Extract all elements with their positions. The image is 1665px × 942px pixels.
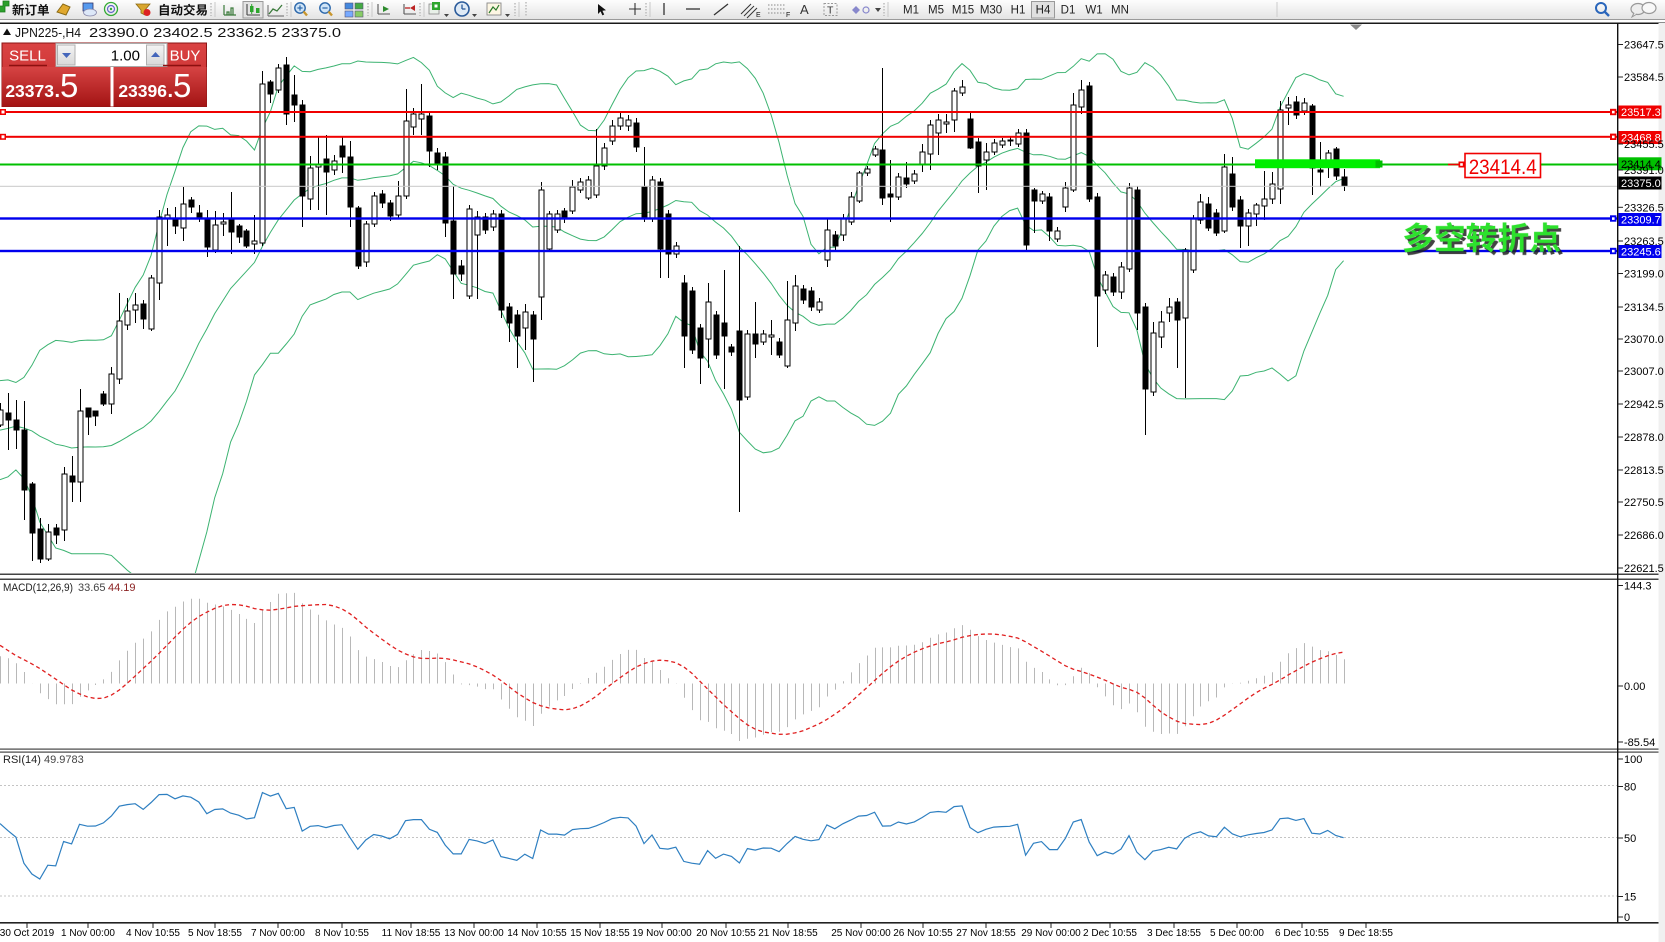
svg-text:M15: M15 <box>952 5 974 17</box>
svg-text:-85.54: -85.54 <box>1624 737 1655 749</box>
svg-text:3 Dec 18:55: 3 Dec 18:55 <box>1147 928 1201 939</box>
svg-text:JPN225-,H4: JPN225-,H4 <box>15 26 81 40</box>
svg-text:M30: M30 <box>980 5 1002 17</box>
svg-text:144.3: 144.3 <box>1624 581 1652 593</box>
svg-text:22878.0: 22878.0 <box>1624 432 1664 444</box>
svg-text:13 Nov 00:00: 13 Nov 00:00 <box>444 928 504 939</box>
svg-text:9 Dec 18:55: 9 Dec 18:55 <box>1339 928 1393 939</box>
svg-text:15 Nov 18:55: 15 Nov 18:55 <box>570 928 630 939</box>
svg-text:H4: H4 <box>1036 5 1051 17</box>
svg-text:21 Nov 18:55: 21 Nov 18:55 <box>758 928 818 939</box>
svg-text:23245.6: 23245.6 <box>1621 247 1661 259</box>
svg-text:4 Nov 10:55: 4 Nov 10:55 <box>126 928 180 939</box>
svg-text:22942.5: 22942.5 <box>1624 399 1664 411</box>
svg-text:30 Oct 2019: 30 Oct 2019 <box>0 928 55 939</box>
svg-text:23134.5: 23134.5 <box>1624 302 1664 314</box>
svg-text:7 Nov 00:00: 7 Nov 00:00 <box>251 928 305 939</box>
svg-text:MACD(12,26,9): MACD(12,26,9) <box>3 582 73 594</box>
svg-text:W1: W1 <box>1085 5 1102 17</box>
svg-text:M5: M5 <box>928 5 944 17</box>
svg-text:23309.7: 23309.7 <box>1621 215 1661 227</box>
svg-text:5: 5 <box>60 67 78 104</box>
svg-text:A: A <box>800 2 809 17</box>
svg-text:23199.0: 23199.0 <box>1624 269 1664 281</box>
svg-text:80: 80 <box>1624 782 1636 794</box>
svg-text:23414.4: 23414.4 <box>1469 155 1537 179</box>
svg-text:0: 0 <box>1624 912 1630 924</box>
svg-text:5 Dec 00:00: 5 Dec 00:00 <box>1210 928 1264 939</box>
svg-text:44.19: 44.19 <box>108 582 136 594</box>
svg-text:22813.5: 22813.5 <box>1624 465 1664 477</box>
svg-text:26 Nov 10:55: 26 Nov 10:55 <box>893 928 953 939</box>
svg-text:14 Nov 10:55: 14 Nov 10:55 <box>507 928 567 939</box>
svg-text:23455.5: 23455.5 <box>1624 139 1664 151</box>
svg-text:20 Nov 10:55: 20 Nov 10:55 <box>696 928 756 939</box>
svg-text:100: 100 <box>1624 754 1642 766</box>
svg-text:23584.5: 23584.5 <box>1624 72 1664 84</box>
svg-text:23647.5: 23647.5 <box>1624 40 1664 52</box>
svg-text:5 Nov 18:55: 5 Nov 18:55 <box>188 928 242 939</box>
svg-text:1 Nov 00:00: 1 Nov 00:00 <box>61 928 115 939</box>
svg-text:22686.0: 22686.0 <box>1624 530 1664 542</box>
svg-text:33.65: 33.65 <box>78 582 106 594</box>
svg-text:23326.5: 23326.5 <box>1624 202 1664 214</box>
svg-text:5: 5 <box>173 67 191 104</box>
svg-text:23070.0: 23070.0 <box>1624 334 1664 346</box>
svg-text:22750.5: 22750.5 <box>1624 497 1664 509</box>
svg-text:2 Dec 10:55: 2 Dec 10:55 <box>1083 928 1137 939</box>
svg-text:SELL: SELL <box>9 48 46 65</box>
svg-text:27 Nov 18:55: 27 Nov 18:55 <box>956 928 1016 939</box>
svg-text:49.9783: 49.9783 <box>44 754 84 766</box>
svg-text:T: T <box>827 5 834 17</box>
svg-text:11 Nov 18:55: 11 Nov 18:55 <box>382 928 441 939</box>
svg-text:23390.0 23402.5 23362.5 23375.: 23390.0 23402.5 23362.5 23375.0 <box>89 26 341 40</box>
svg-text:25 Nov 00:00: 25 Nov 00:00 <box>831 928 891 939</box>
svg-text:23373: 23373 <box>5 81 54 101</box>
svg-text:23007.0: 23007.0 <box>1624 366 1664 378</box>
svg-text:29 Nov 00:00: 29 Nov 00:00 <box>1021 928 1081 939</box>
svg-text:F: F <box>786 12 790 19</box>
svg-text:BUY: BUY <box>170 48 201 65</box>
svg-text:E: E <box>756 12 761 19</box>
svg-text:23468.8: 23468.8 <box>1621 133 1661 145</box>
svg-text:M1: M1 <box>903 5 919 17</box>
svg-text:23391.0: 23391.0 <box>1624 165 1664 177</box>
svg-text:23375.0: 23375.0 <box>1621 178 1661 190</box>
svg-text:23263.5: 23263.5 <box>1624 236 1664 248</box>
svg-text:6 Dec 10:55: 6 Dec 10:55 <box>1275 928 1329 939</box>
svg-text:23517.3: 23517.3 <box>1621 107 1661 119</box>
svg-text:50: 50 <box>1624 833 1636 845</box>
svg-text:8 Nov 10:55: 8 Nov 10:55 <box>315 928 369 939</box>
svg-text:0.00: 0.00 <box>1624 681 1645 693</box>
svg-text:H1: H1 <box>1011 5 1026 17</box>
svg-text:19 Nov 00:00: 19 Nov 00:00 <box>632 928 692 939</box>
svg-text:MN: MN <box>1111 5 1129 17</box>
svg-text:23414.4: 23414.4 <box>1621 159 1661 171</box>
svg-text:1.00: 1.00 <box>111 48 140 65</box>
svg-text:RSI(14): RSI(14) <box>3 754 41 766</box>
svg-text:23396: 23396 <box>118 81 167 101</box>
svg-text:22621.5: 22621.5 <box>1624 563 1664 575</box>
svg-text:D1: D1 <box>1061 5 1076 17</box>
svg-text:.: . <box>55 80 61 102</box>
svg-text:15: 15 <box>1624 892 1636 904</box>
svg-text:.: . <box>168 80 174 102</box>
